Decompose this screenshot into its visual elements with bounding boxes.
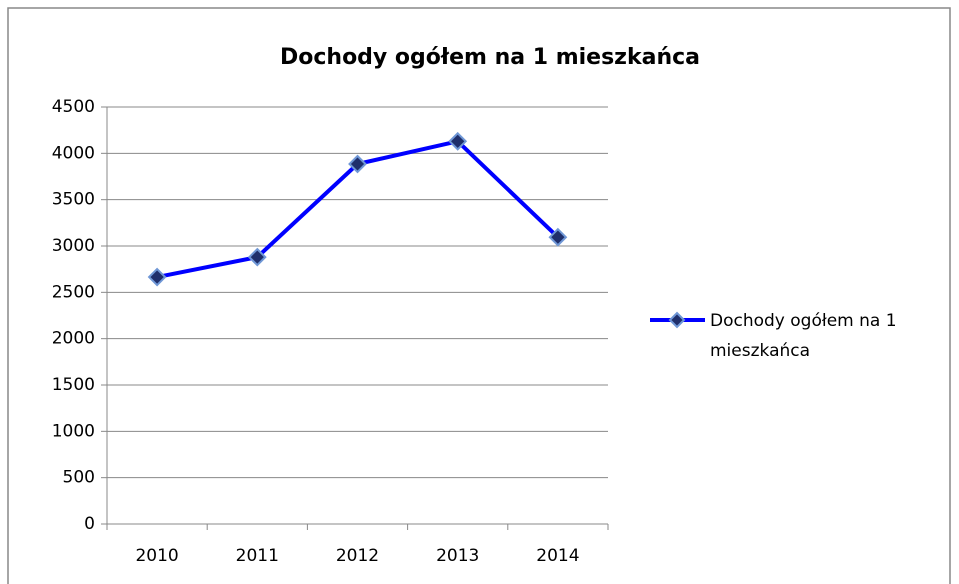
y-tick-label: 4000 xyxy=(52,143,95,163)
x-tick-label: 2011 xyxy=(236,546,279,566)
y-tick-label: 3500 xyxy=(52,190,95,210)
x-tick-label: 2014 xyxy=(536,546,579,566)
x-tick-label: 2010 xyxy=(135,546,178,566)
y-tick-label: 500 xyxy=(63,468,95,488)
y-tick-label: 2000 xyxy=(52,329,95,349)
y-tick-label: 0 xyxy=(84,514,95,534)
x-tick-label: 2013 xyxy=(436,546,479,566)
marker xyxy=(448,131,468,151)
y-tick-label: 4500 xyxy=(52,97,95,117)
x-tick-label: 2012 xyxy=(336,546,379,566)
y-tick-label: 2500 xyxy=(52,282,95,302)
y-tick-label: 3000 xyxy=(52,236,95,256)
y-tick-label: 1000 xyxy=(52,421,95,441)
chart-title: Dochody ogółem na 1 mieszkańca xyxy=(280,45,700,70)
marker xyxy=(548,227,568,247)
legend-label: Dochody ogółem na 1 mieszkańca xyxy=(710,311,897,361)
chart-frame xyxy=(7,7,951,584)
legend-marker xyxy=(668,311,686,329)
marker xyxy=(147,267,167,287)
marker xyxy=(247,247,267,267)
marker xyxy=(348,154,367,174)
y-tick-label: 1500 xyxy=(52,375,95,395)
